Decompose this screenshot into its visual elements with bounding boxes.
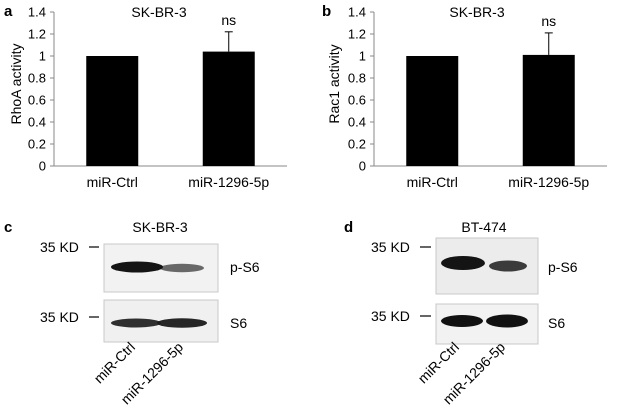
chart-title: SK-BR-3 [131, 4, 186, 20]
significance-label: ns [221, 12, 236, 28]
band-mir-1296-5p [157, 318, 207, 328]
y-tick-label: 1 [39, 49, 46, 64]
y-tick-label: 0.6 [348, 93, 366, 108]
marker-label: 35 KD [371, 308, 410, 324]
y-tick-label: 1 [359, 49, 366, 64]
bar [522, 54, 575, 166]
blot-row-p-s6: 35 KD p-S6 [40, 239, 260, 293]
panel-letter-c: c [4, 219, 12, 236]
band-mir-1296-5p [486, 314, 528, 328]
y-axis-label: RhoA activity [8, 44, 24, 125]
chart-panel-b: b SK-BR-3 Rac1 activity 0 0.2 0.4 0.6 0.8 1 1.… [322, 3, 607, 190]
band-mir-ctrl [111, 261, 163, 273]
significance-label: ns [541, 13, 556, 29]
y-tick-label: 1.2 [28, 27, 46, 42]
band-mir-1296-5p [489, 260, 527, 272]
y-tick-label: 0.8 [28, 71, 46, 86]
lane-label-mir-ctrl: miR-Ctrl [91, 339, 139, 387]
y-tick-label: 0.4 [348, 115, 366, 130]
band-mir-ctrl [441, 315, 483, 327]
y-tick-label: 1.4 [348, 5, 366, 20]
protein-label: S6 [230, 315, 247, 331]
bar [202, 51, 255, 166]
protein-label: p-S6 [548, 259, 578, 275]
x-tick-label: miR-1296-5p [188, 174, 269, 190]
panel-letter-d: d [344, 219, 353, 236]
chart-title: SK-BR-3 [449, 4, 504, 20]
x-tick-label: miR-1296-5p [508, 174, 589, 190]
protein-label: S6 [548, 315, 565, 331]
x-tick-label: miR-Ctrl [87, 174, 138, 190]
y-tick-label: 0.6 [28, 93, 46, 108]
blot-title: BT-474 [461, 219, 506, 235]
blot-title: SK-BR-3 [132, 219, 187, 235]
bar [406, 56, 459, 166]
y-tick-label: 0.2 [28, 137, 46, 152]
y-tick-label: 1.4 [28, 5, 46, 20]
y-axis-label: Rac1 activity [326, 44, 342, 123]
band-mir-ctrl [441, 256, 485, 270]
y-tick-label: 0 [359, 159, 366, 174]
y-tick-label: 0.2 [348, 137, 366, 152]
y-tick-label: 1.2 [348, 27, 366, 42]
blot-row-p-s6: 35 KD p-S6 [371, 237, 578, 295]
y-tick-label: 0.8 [348, 71, 366, 86]
blot-row-s6: 35 KD S6 [40, 299, 247, 343]
band-mir-ctrl [111, 318, 161, 328]
blot-row-s6: 35 KD S6 [371, 303, 565, 345]
bar [86, 56, 139, 166]
marker-label: 35 KD [40, 309, 79, 325]
marker-label: 35 KD [40, 239, 79, 255]
protein-label: p-S6 [230, 259, 260, 275]
marker-label: 35 KD [371, 239, 410, 255]
x-tick-label: miR-Ctrl [407, 174, 458, 190]
panel-letter-a: a [4, 3, 13, 20]
band-mir-1296-5p [160, 263, 204, 273]
blot-panel-d: d BT-474 35 KD p-S6 35 KD S6 miR-Ctrl mi… [344, 219, 578, 407]
chart-panel-a: a SK-BR-3 RhoA activity 0 0.2 0.4 0.6 0.8 1 1.… [4, 3, 287, 190]
blot-panel-c: c SK-BR-3 35 KD p-S6 35 KD S6 miR-Ctrl m… [4, 219, 260, 407]
y-tick-label: 0.4 [28, 115, 46, 130]
y-tick-label: 0 [39, 159, 46, 174]
panel-letter-b: b [322, 3, 331, 20]
